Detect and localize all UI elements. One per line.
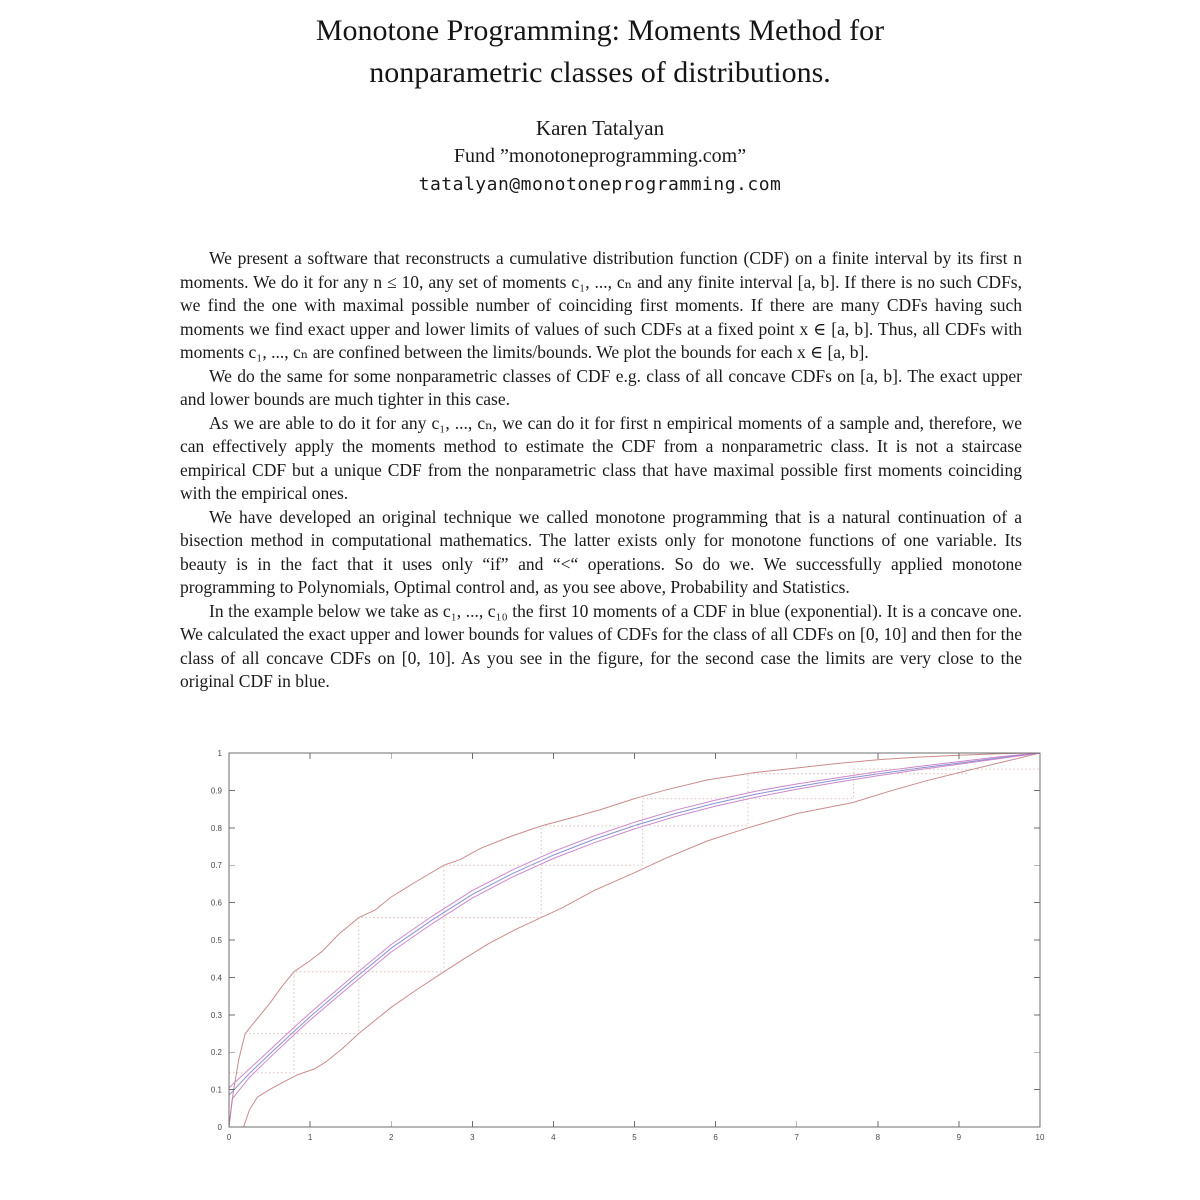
lower-bound-concave — [228, 752, 1041, 1128]
paragraph-3: As we are able to do it for any c₁, ...,… — [180, 412, 1022, 504]
x-tick-label: 7 — [794, 1133, 799, 1142]
upper-bound-all-cdfs — [228, 752, 1041, 1128]
y-tick-label: 0.3 — [211, 1011, 223, 1020]
x-tick-label: 9 — [957, 1133, 962, 1142]
paragraph-2: We do the same for some nonparametric cl… — [180, 365, 1022, 410]
title-line-1: Monotone Programming: Moments Method for — [315, 14, 885, 47]
x-tick-label: 5 — [632, 1133, 637, 1142]
author-affiliation: Fund ”monotoneprogramming.com” — [453, 145, 747, 167]
lower-bound-all-cdfs — [229, 752, 1041, 1128]
y-tick-label: 0.1 — [211, 1086, 223, 1095]
upper-bound-concave — [228, 752, 1041, 1089]
abstract-body: We present a software that reconstructs … — [180, 247, 1022, 694]
paragraph-4: We have developed an original technique … — [180, 506, 1022, 598]
x-tick-label: 2 — [389, 1133, 394, 1142]
x-tick-label: 0 — [227, 1133, 232, 1142]
staircase-dotted-1 — [229, 768, 1040, 1074]
paper-title: Monotone Programming: Moments Method for… — [0, 10, 1200, 94]
paragraph-1: We present a software that reconstructs … — [180, 248, 1022, 362]
cdf-bounds-chart: 0 1 2 3 4 5 6 7 8 9 10 0 0.1 0.2 0.3 0.4 0.5 0.6 0.7 0.8 0.9… — [211, 749, 1045, 1142]
y-tick-label: 1 — [218, 749, 223, 758]
y-tick-label: 0.6 — [211, 899, 223, 908]
x-tick-label: 6 — [713, 1133, 718, 1142]
staircase-dotted-2 — [245, 773, 967, 1034]
axis-ticks: 0 1 2 3 4 5 6 7 8 9 10 0 0.1 0.2 0.3 0.4 0.5 0.6 0.7 0.8 0.9… — [211, 749, 1045, 1142]
title-line-2: nonparametric classes of distributions. — [369, 56, 831, 89]
paragraph-5: In the example below we take as c₁, ...,… — [180, 600, 1022, 692]
y-tick-label: 0.9 — [211, 786, 223, 795]
x-tick-label: 4 — [551, 1133, 556, 1142]
y-tick-label: 0.5 — [211, 936, 223, 945]
x-tick-label: 8 — [876, 1133, 881, 1142]
x-tick-label: 3 — [470, 1133, 475, 1142]
author-name: Karen Tatalyan — [535, 116, 665, 140]
y-tick-label: 0.7 — [211, 861, 223, 870]
x-tick-label: 10 — [1036, 1133, 1045, 1142]
y-tick-label: 0.4 — [211, 973, 223, 982]
y-tick-label: 0.2 — [211, 1048, 223, 1057]
plot-box — [228, 752, 1041, 1128]
y-tick-label: 0 — [218, 1123, 223, 1132]
cdf-bounds-figure: 0 1 2 3 4 5 6 7 8 9 10 0 0.1 0.2 0.3 0.4 0.5 0.6 0.7 0.8 0.9… — [185, 733, 1060, 1153]
series-group — [228, 752, 1041, 1128]
cdf-exponential-blue — [228, 752, 1041, 1096]
author-email: tatalyan@monotoneprogramming.com — [418, 174, 782, 195]
author-block: Karen Tatalyan Fund ”monotoneprogramming… — [0, 114, 1200, 199]
y-tick-label: 0.8 — [211, 824, 223, 833]
x-tick-label: 1 — [308, 1133, 313, 1142]
